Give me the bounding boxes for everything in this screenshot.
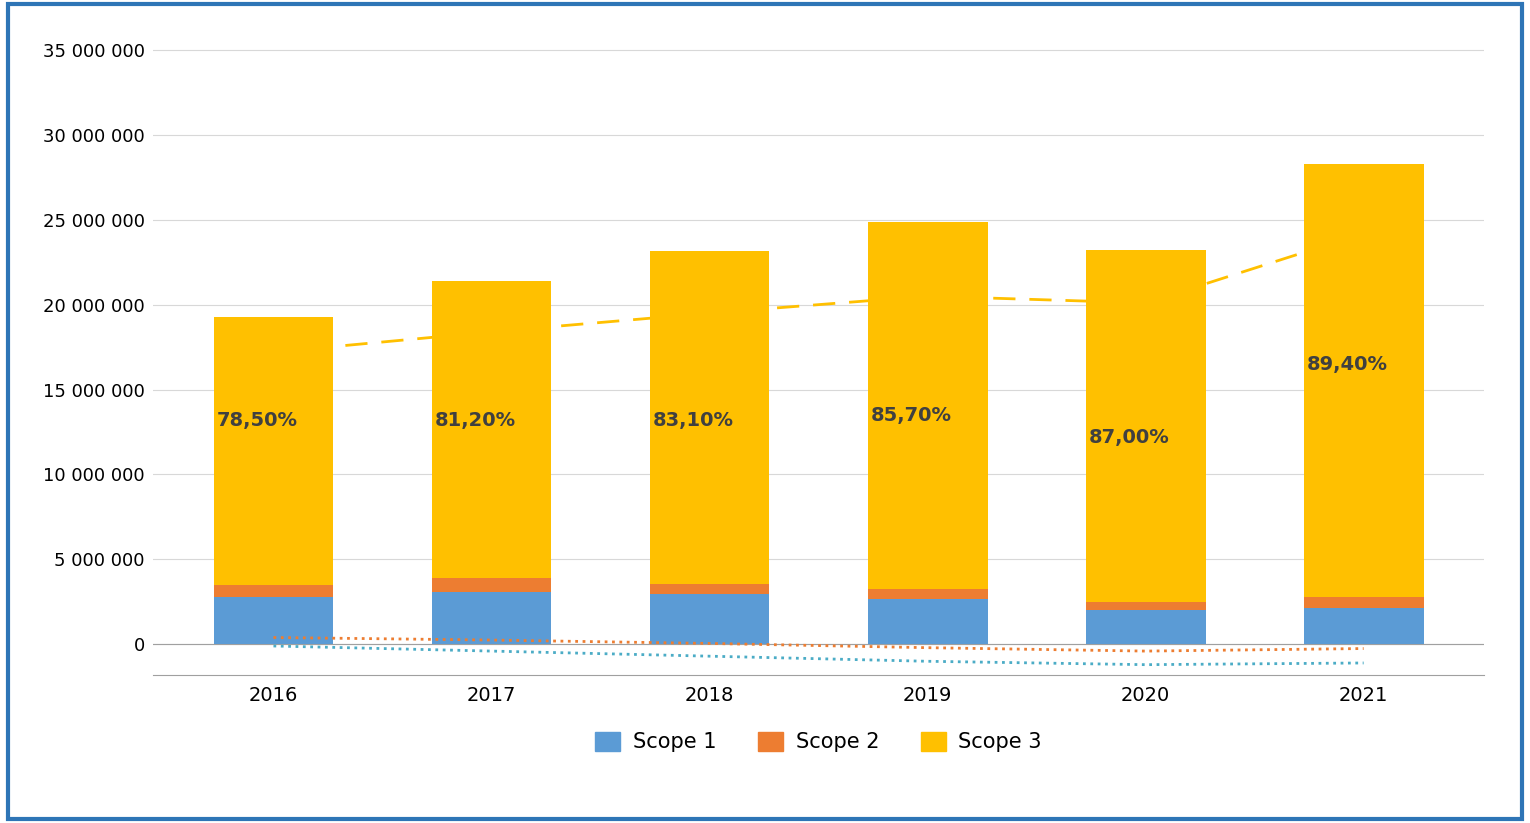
Text: 87,00%: 87,00% — [1089, 428, 1169, 447]
Bar — [214, 597, 334, 644]
Text: 78,50%: 78,50% — [217, 411, 298, 430]
Bar — [1304, 165, 1423, 597]
Bar — [214, 585, 334, 597]
Bar — [431, 579, 551, 592]
Bar — [1304, 597, 1423, 607]
Bar — [650, 594, 770, 644]
Text: 89,40%: 89,40% — [1307, 355, 1388, 374]
Bar — [1086, 250, 1206, 602]
Text: 81,20%: 81,20% — [435, 411, 516, 430]
Bar — [868, 588, 987, 599]
Bar — [650, 251, 770, 584]
Text: 85,70%: 85,70% — [871, 406, 952, 425]
Bar — [650, 584, 770, 594]
Bar — [1086, 602, 1206, 611]
Bar — [868, 599, 987, 644]
Bar — [431, 592, 551, 644]
Bar — [1086, 611, 1206, 644]
Bar — [214, 317, 334, 585]
Text: 83,10%: 83,10% — [653, 411, 734, 430]
Bar — [1304, 607, 1423, 644]
Bar — [868, 222, 987, 588]
Bar — [431, 281, 551, 579]
Legend: Scope 1, Scope 2, Scope 3: Scope 1, Scope 2, Scope 3 — [588, 723, 1050, 760]
